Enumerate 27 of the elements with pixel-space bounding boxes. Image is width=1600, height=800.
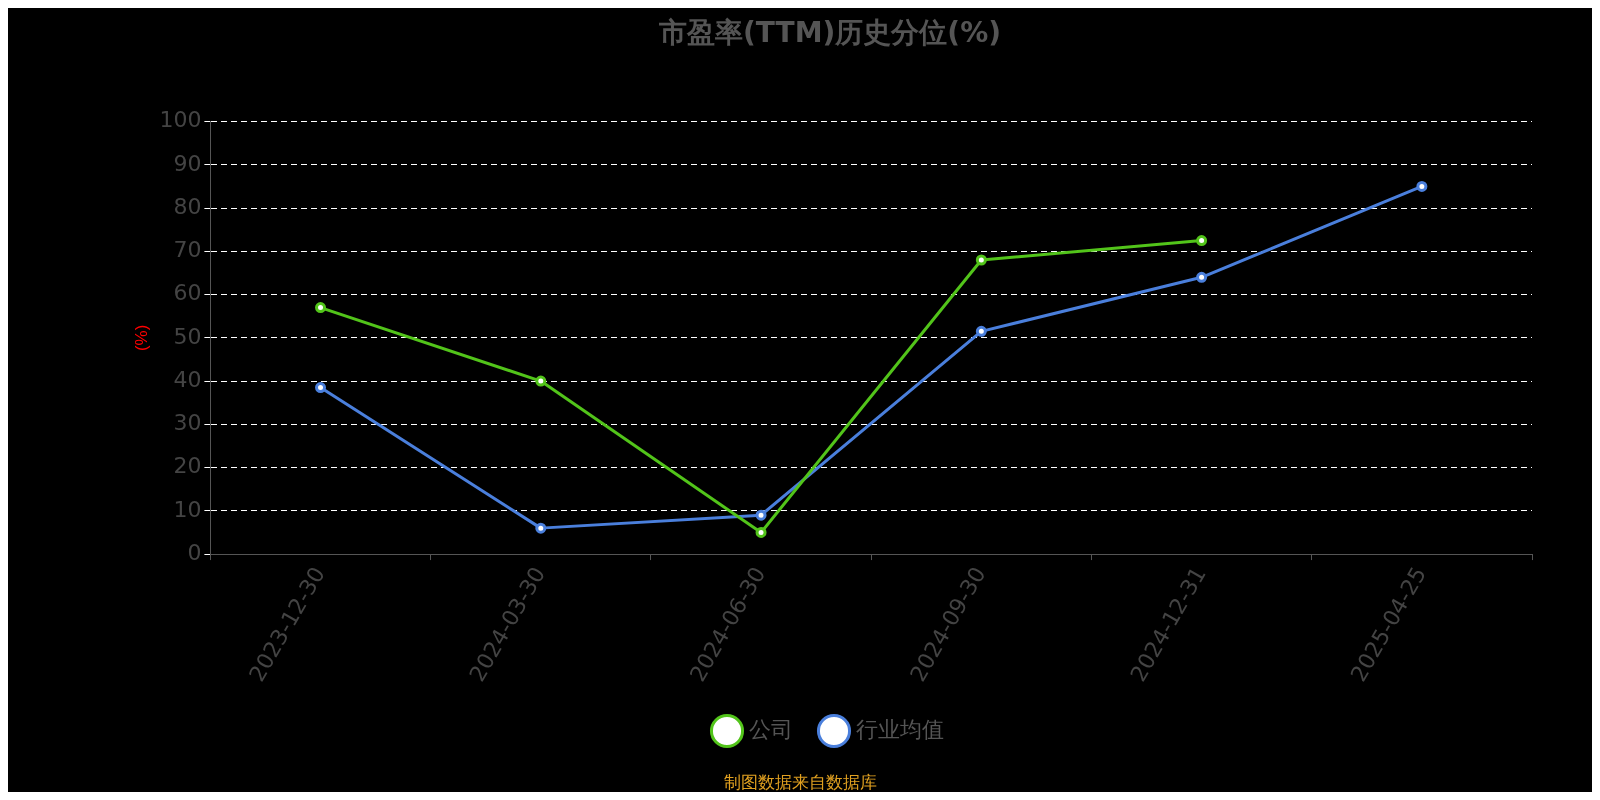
y-tick-label: 50 bbox=[173, 323, 202, 349]
point bbox=[755, 509, 767, 521]
point bbox=[975, 325, 987, 337]
point bbox=[535, 522, 547, 534]
point bbox=[1416, 180, 1428, 192]
chart-title: 市盈率(TTM)历史分位(%) bbox=[658, 16, 1001, 50]
point bbox=[315, 382, 327, 394]
point bbox=[755, 526, 767, 538]
legend-label: 行业均值 bbox=[856, 716, 944, 742]
point bbox=[535, 375, 547, 387]
y-tick-label: 40 bbox=[173, 366, 202, 392]
point bbox=[1196, 235, 1208, 247]
legend-label: 公司 bbox=[749, 716, 793, 742]
text: 制图数据来自数据库 bbox=[723, 772, 877, 793]
point bbox=[975, 254, 987, 266]
y-tick-label: 0 bbox=[187, 539, 202, 565]
y-tick-label: 60 bbox=[173, 280, 202, 306]
y-tick-label: 100 bbox=[159, 107, 202, 133]
point bbox=[315, 302, 327, 314]
y-tick-label: 70 bbox=[173, 237, 202, 263]
point bbox=[1196, 271, 1208, 283]
y-tick-label: 90 bbox=[173, 150, 202, 176]
y-tick-label: 20 bbox=[173, 453, 202, 479]
y-axis-title: (%) bbox=[131, 324, 151, 352]
y-tick-label: 10 bbox=[173, 496, 202, 522]
y-tick-label: 80 bbox=[173, 193, 202, 219]
y-tick-label: 30 bbox=[173, 410, 202, 436]
